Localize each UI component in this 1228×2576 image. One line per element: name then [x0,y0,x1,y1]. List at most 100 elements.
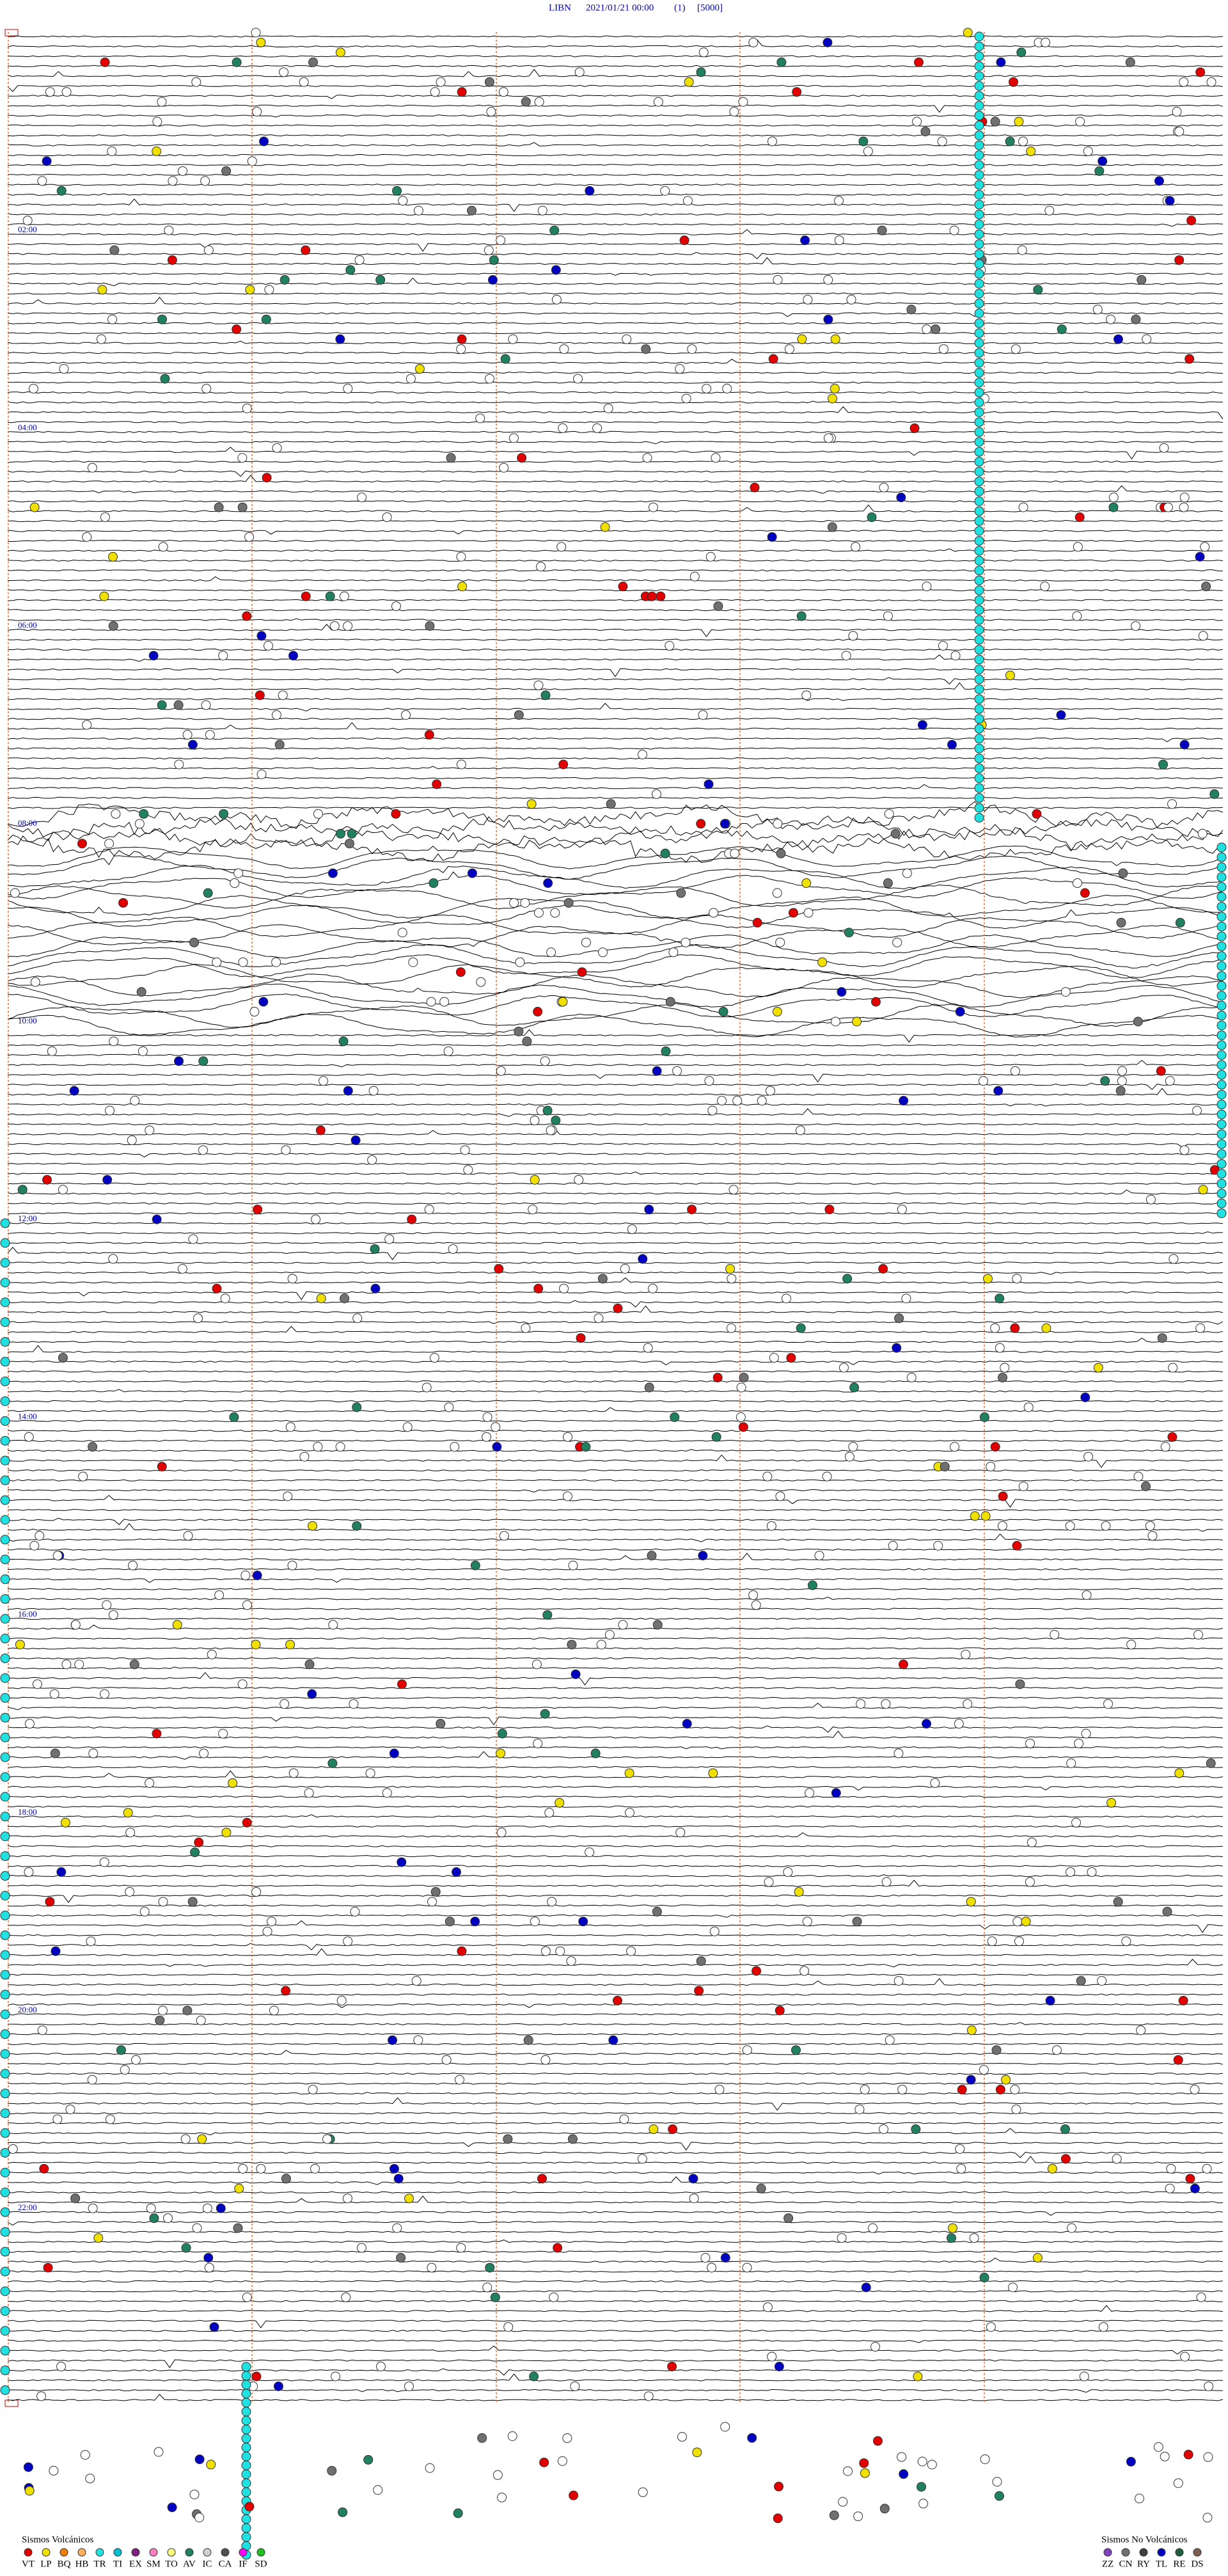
event-marker [767,2351,777,2362]
event-marker [627,1224,637,1235]
event-marker [194,1837,204,1847]
event-marker [251,2371,262,2382]
event-marker [1216,1149,1227,1159]
event-marker [77,839,87,849]
event-marker [319,1076,329,1086]
event-marker [860,2085,870,2095]
trace [7,1973,1224,1976]
event-marker [830,334,840,344]
event-marker [974,763,984,773]
trace [7,2221,1224,2226]
event-marker [1216,931,1227,942]
event-marker [475,413,485,423]
trace [8,2250,1224,2253]
event-marker [218,1728,228,1739]
event-marker [974,41,984,51]
trace [7,2097,1224,2111]
event-marker [757,1096,767,1106]
legend-swatch [77,2548,86,2557]
event-marker [1125,57,1135,67]
event-marker [920,127,931,137]
trace [7,1959,1224,1968]
event-marker [974,180,984,190]
event-marker [0,1258,10,1268]
legend-swatch [149,2548,158,2557]
event-marker [107,146,117,157]
event-marker [335,334,345,344]
event-marker [974,31,984,42]
event-marker [343,1086,353,1096]
event-marker [174,1056,184,1066]
event-marker [198,1056,209,1066]
event-marker [974,348,984,358]
event-marker [192,2223,202,2233]
event-marker [831,1788,841,1798]
event-marker [881,1877,892,1887]
trace [7,1261,1224,1264]
event-marker [526,799,537,809]
trace [7,485,1224,494]
trace [7,2240,1224,2243]
event-marker [830,384,840,394]
event-marker [849,1382,860,1393]
event-marker [398,196,408,206]
event-marker [130,1096,140,1106]
event-marker [1050,1630,1060,1640]
event-marker [604,1630,615,1640]
event-marker [854,2105,865,2115]
event-marker [647,591,657,601]
event-marker [515,957,525,967]
event-marker [856,1699,866,1709]
event-marker [429,1353,439,1363]
event-marker [1033,285,1043,295]
event-marker [482,1432,492,1442]
event-marker [877,225,887,235]
event-marker [327,2465,337,2476]
legend-code: RE [1173,2559,1185,2569]
event-marker [350,1906,360,1916]
event-marker [885,2035,895,2045]
event-marker [1156,1066,1166,1076]
hour-labels: 02:00 04:00 06:00 08:00 10:00 12:00 14:00 16:00… [18,225,37,2212]
event-marker [1133,1471,1144,1482]
event-marker [827,522,837,532]
event-marker [848,631,858,641]
event-marker [157,1462,167,1472]
event-marker [196,2015,206,2025]
event-marker [78,1471,88,1482]
event-marker [911,2124,921,2135]
event-marker [0,2128,10,2138]
start-marker [4,29,19,36]
event-marker [335,47,345,58]
event-marker [922,1719,932,1729]
event-marker [533,908,544,918]
trace [8,654,1224,662]
event-marker [214,502,224,512]
event-marker [897,2085,908,2095]
trace [7,2156,1224,2164]
event-marker [187,1897,198,1907]
event-marker [343,621,353,631]
event-marker [879,2504,890,2514]
event-marker [456,759,466,770]
event-marker [1047,2163,1057,2174]
event-marker [542,1105,553,1116]
event-marker [692,2447,702,2458]
event-marker [267,1916,277,1927]
event-marker [470,1560,480,1570]
event-marker [50,1748,60,1758]
event-marker [997,1373,1007,1383]
trace [7,1865,1224,1867]
event-marker [661,1046,671,1056]
trace [7,548,1224,552]
event-marker [24,1867,34,1877]
event-marker [1041,1323,1051,1333]
trace [7,682,1224,690]
event-marker [49,1689,59,1699]
event-marker [543,878,553,889]
event-marker [844,1451,854,1462]
event-marker [484,77,494,87]
trace [7,1370,1224,1373]
event-marker [344,839,354,849]
event-marker [533,1283,544,1293]
